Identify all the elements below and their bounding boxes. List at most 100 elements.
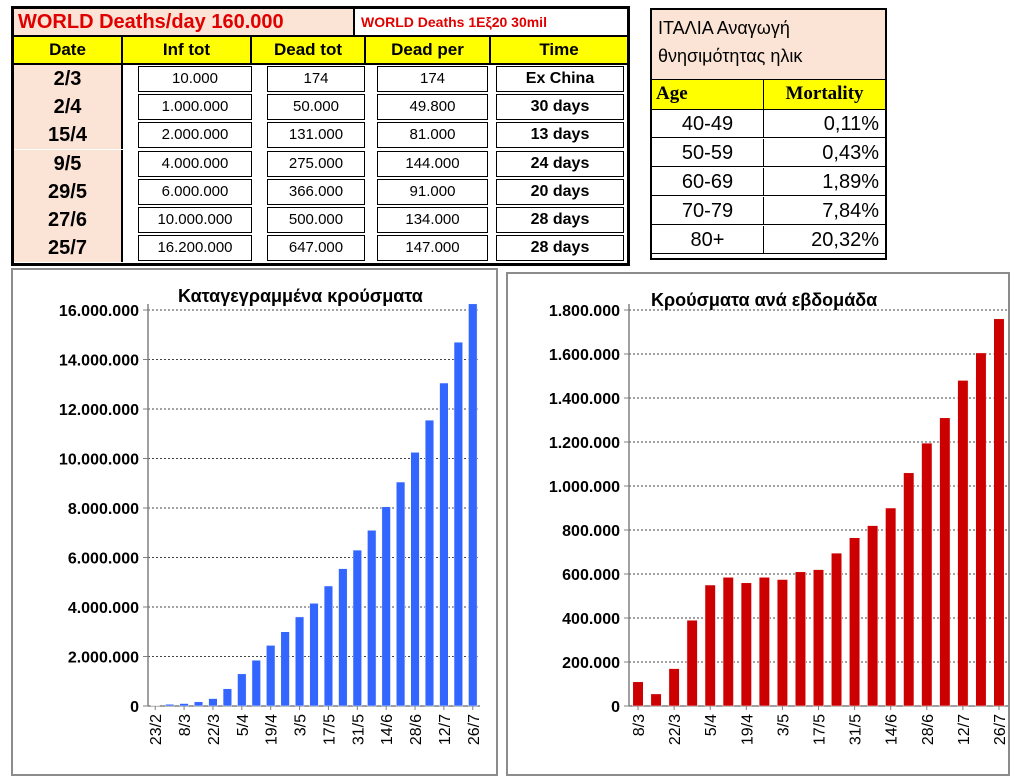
cumulative-bar	[165, 704, 175, 707]
weekly-cases-chart: 0 200.000 400.000 600.000 800.000 1.000.000 1.…	[506, 272, 1010, 776]
weekly-bar	[867, 525, 879, 707]
cell-dead-tot: 647.000	[267, 235, 365, 262]
cumulative-x-tick-label: 17/5	[321, 714, 338, 745]
col-header-age: Age	[652, 80, 764, 110]
cumulative-x-tick-label: 31/5	[350, 714, 367, 745]
cumulative-bar	[424, 419, 435, 707]
weekly-x-tick-label: 12/7	[956, 714, 973, 745]
italy-mortality-table: ΙΤΑΛΙΑ Αναγωγή θνησιμότητας ηλικ Age Mor…	[650, 8, 887, 260]
world-deaths-per-day-header: WORLD Deaths/day 160.000	[14, 9, 355, 37]
weekly-bar	[813, 569, 824, 707]
cell-dead-tot: 50.000	[267, 94, 365, 121]
cumulative-y-tick-label: 8.000.000	[68, 501, 139, 518]
weekly-bar	[740, 582, 752, 707]
weekly-y-tick-label: 200.000	[562, 655, 620, 672]
weekly-x-tick-label: 14/6	[884, 714, 901, 745]
cumulative-y-tick-label: 2.000.000	[68, 650, 139, 667]
italy-table-title: ΙΤΑΛΙΑ Αναγωγή θνησιμότητας ηλικ	[652, 10, 885, 80]
cumulative-bar	[193, 701, 204, 707]
cell-mortality: 1,89%	[764, 168, 885, 196]
cell-time: Ex China	[496, 66, 624, 92]
cumulative-bar	[439, 382, 449, 707]
cumulative-bar	[468, 303, 478, 707]
cell-inf-tot: 10.000	[138, 66, 252, 92]
cell-dead-per: 91.000	[377, 178, 488, 205]
chart-title-weekly: Κρούσματα ανά εβδομάδα	[651, 290, 878, 310]
cumulative-bar	[280, 631, 290, 707]
cell-inf-tot: 10.000.000	[138, 207, 252, 233]
col-header-mortality: Mortality	[764, 80, 885, 110]
cumulative-y-tick-label: 6.000.000	[68, 551, 139, 568]
col-header-date: Date	[14, 37, 123, 65]
col-header-dead-per: Dead per	[366, 37, 491, 65]
italy-title-line2: θνησιμότητας ηλικ	[658, 46, 803, 66]
cumulative-x-tick-label: 26/7	[466, 714, 483, 745]
weekly-bar	[885, 507, 897, 707]
weekly-bar	[668, 668, 680, 707]
chart-title-cumulative: Καταγεγραμμένα κρούσματα	[178, 286, 423, 306]
cumulative-bar	[266, 645, 276, 707]
weekly-x-tick-label: 28/6	[920, 714, 937, 745]
italy-title-line1: ΙΤΑΛΙΑ Αναγωγή	[658, 18, 790, 38]
weekly-bar	[975, 352, 987, 707]
weekly-x-tick-label: 19/4	[739, 714, 756, 745]
weekly-x-tick-label: 5/4	[703, 714, 720, 736]
world-deaths-total-header: WORLD Deaths 1Eξ20 30mil	[355, 9, 627, 37]
weekly-bar	[776, 579, 788, 707]
cumulative-x-tick-label: 5/4	[235, 714, 252, 736]
cell-inf-tot: 2.000.000	[138, 122, 252, 149]
weekly-bar	[993, 318, 1005, 707]
cumulative-x-tick-label: 19/4	[264, 714, 281, 745]
cumulative-y-tick-label: 0	[130, 699, 139, 716]
cumulative-bar	[237, 673, 247, 707]
weekly-bar	[722, 577, 734, 707]
cumulative-y-tick-label: 10.000.000	[59, 452, 139, 469]
weekly-y-tick-label: 1.200.000	[549, 435, 620, 452]
cumulative-y-tick-label: 16.000.000	[59, 303, 139, 320]
weekly-bar	[903, 472, 915, 707]
cell-dead-tot: 366.000	[267, 178, 365, 205]
weekly-y-tick-label: 800.000	[562, 523, 620, 540]
cell-dead-per: 147.000	[377, 235, 488, 262]
cumulative-x-tick-label: 12/7	[437, 714, 454, 745]
cell-dead-tot: 275.000	[267, 150, 365, 177]
cumulative-x-tick-label: 28/6	[408, 714, 425, 745]
weekly-cases-plot: 0 200.000 400.000 600.000 800.000 1.000.000 1.…	[549, 303, 1008, 745]
cell-dead-tot: 174	[267, 66, 365, 92]
cell-date: 15/4	[14, 121, 123, 150]
cumulative-bar	[396, 481, 406, 707]
cumulative-bar	[179, 703, 189, 707]
cell-time: 13 days	[496, 122, 624, 149]
weekly-y-tick-label: 1.600.000	[549, 347, 620, 364]
weekly-x-tick-label: 31/5	[848, 714, 865, 745]
cumulative-cases-chart: 0 2.000.000 4.000.000 6.000.000 8.000.000 10.…	[11, 268, 498, 776]
weekly-bar	[921, 442, 933, 707]
cell-dead-tot: 500.000	[267, 207, 365, 233]
cumulative-bar	[323, 585, 334, 707]
cell-inf-tot: 1.000.000	[138, 94, 252, 121]
cell-age: 50-59	[652, 139, 764, 167]
cumulative-bar	[294, 616, 305, 707]
col-header-dead-tot: Dead tot	[252, 37, 366, 65]
cell-time: 28 days	[496, 235, 624, 262]
cumulative-y-tick-label: 4.000.000	[68, 600, 139, 617]
cell-time: 20 days	[496, 178, 624, 205]
cell-dead-per: 134.000	[377, 207, 488, 233]
cell-time: 28 days	[496, 207, 624, 233]
cumulative-bar	[381, 506, 391, 707]
weekly-x-tick-label: 26/7	[992, 714, 1008, 745]
cell-age: 60-69	[652, 168, 764, 196]
cell-date: 29/5	[14, 177, 123, 206]
weekly-y-tick-label: 1.400.000	[549, 391, 620, 408]
weekly-y-tick-label: 400.000	[562, 611, 620, 628]
cell-date: 9/5	[14, 149, 123, 178]
cell-dead-per: 81.000	[377, 122, 488, 149]
col-header-time: Time	[491, 37, 627, 65]
cumulative-bar	[338, 568, 348, 707]
cumulative-bar	[410, 452, 420, 707]
cumulative-bar	[208, 698, 218, 707]
weekly-x-tick-label: 3/5	[775, 714, 792, 736]
cell-age: 40-49	[652, 110, 764, 138]
weekly-bar	[957, 380, 969, 707]
weekly-bar	[704, 584, 716, 707]
